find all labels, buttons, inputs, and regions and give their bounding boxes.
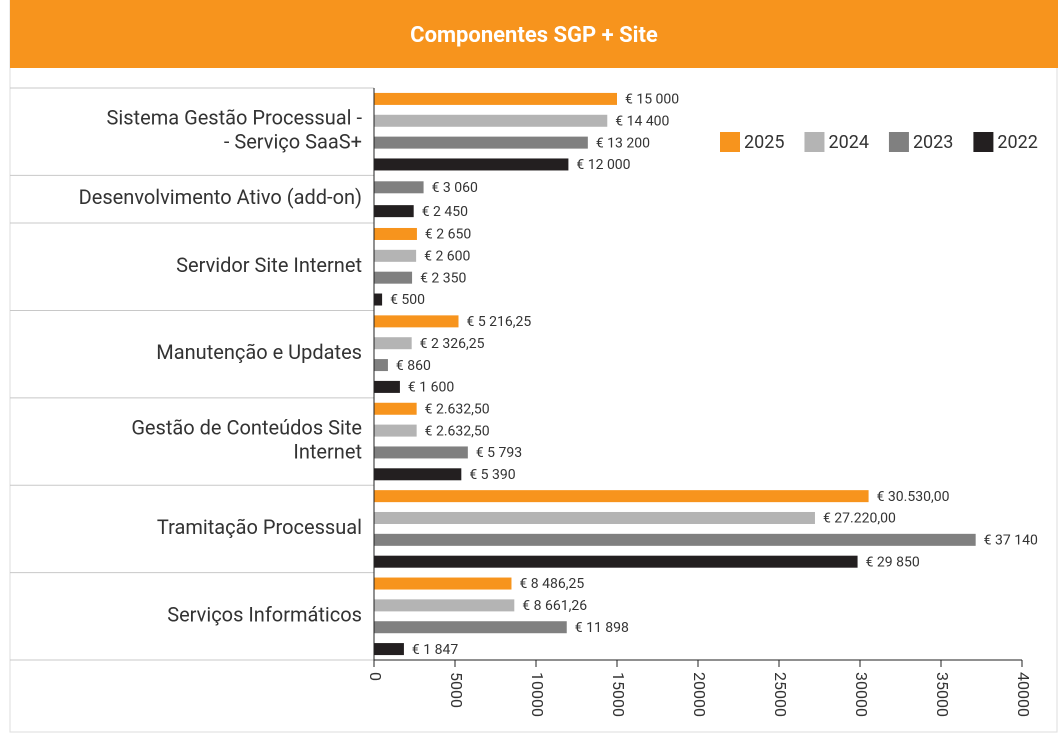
x-tick-label: 5000 [447, 672, 466, 708]
bar [374, 181, 424, 194]
x-tick-label: 20000 [690, 672, 709, 717]
bar [374, 271, 413, 284]
legend-swatch [888, 132, 909, 152]
bar [374, 337, 412, 350]
bar [374, 158, 569, 171]
value-label: € 2.632,50 [425, 423, 490, 439]
value-label: € 5 216,25 [467, 314, 532, 330]
bar [374, 249, 417, 262]
bar [374, 359, 388, 372]
legend-label: 2025 [744, 132, 784, 153]
value-label: € 2 650 [425, 227, 471, 243]
y-tick-label: Tramitação Processual [157, 515, 362, 539]
bar [374, 293, 383, 306]
value-label: € 11 898 [575, 620, 629, 636]
frame [9, 0, 1058, 733]
value-label: € 5 390 [469, 467, 515, 483]
bar [374, 446, 468, 459]
value-label: € 2.632,50 [425, 401, 490, 417]
value-label: € 3 060 [432, 180, 478, 196]
legend-label: 2022 [997, 132, 1037, 153]
y-tick-label: Manutenção e Updates [156, 340, 362, 364]
legend-swatch [720, 132, 740, 152]
bar [374, 577, 512, 590]
value-label: € 29 850 [866, 554, 920, 570]
value-label: € 15 000 [625, 92, 679, 108]
y-tick-label: Serviços Informáticos [167, 603, 362, 627]
legend-label: 2024 [828, 132, 868, 153]
value-label: € 2 350 [420, 270, 466, 286]
value-label: € 30.530,00 [877, 489, 950, 505]
x-tick-label: 15000 [609, 672, 628, 717]
bar [374, 643, 404, 656]
value-label: € 14 400 [615, 113, 669, 129]
bar [374, 114, 608, 127]
value-label: € 37 140 [984, 533, 1038, 549]
value-label: € 12 000 [576, 157, 630, 173]
x-tick-label: 30000 [852, 672, 871, 717]
value-label: € 5 793 [476, 445, 522, 461]
value-label: € 13 200 [596, 135, 650, 151]
bar [374, 227, 417, 240]
x-tick-label: 25000 [771, 672, 790, 717]
bar [374, 92, 617, 105]
bar [374, 533, 976, 546]
header [10, 0, 1058, 68]
value-label: € 1 600 [408, 380, 454, 396]
value-label: € 2 450 [422, 204, 468, 220]
y-tick-label: Sistema Gestão Processual -- Serviço Saa… [106, 106, 362, 154]
bar [374, 555, 858, 568]
bar [374, 490, 869, 503]
bar [374, 511, 815, 524]
legend-label: 2023 [913, 132, 953, 153]
chart-title: Componentes SGP + Site [410, 23, 658, 48]
bar [374, 468, 462, 481]
legend-swatch [973, 132, 994, 152]
y-tick-label: Gestão de Conteúdos Site Internet [131, 416, 362, 464]
x-tick-label: 40000 [1014, 672, 1033, 717]
bar [374, 402, 417, 415]
y-tick-label: Desenvolvimento Ativo (add-on) [79, 186, 362, 210]
value-label: € 27.220,00 [823, 511, 896, 527]
bar [374, 380, 400, 393]
legend-swatch [804, 132, 825, 152]
value-label: € 8 661,26 [522, 598, 587, 614]
bar [374, 136, 588, 149]
x-tick-label: 35000 [933, 672, 952, 717]
value-label: € 2 600 [424, 249, 470, 265]
value-label: € 860 [396, 358, 431, 374]
bar [374, 621, 567, 634]
bar [374, 599, 515, 612]
bar [374, 315, 459, 328]
value-label: € 1 847 [412, 642, 458, 658]
x-tick-label: 10000 [528, 672, 547, 717]
bar [374, 205, 414, 218]
value-label: € 500 [390, 292, 425, 308]
value-label: € 2 326,25 [420, 336, 485, 352]
x-tick-label: 0 [366, 672, 385, 681]
value-label: € 8 486,25 [519, 576, 584, 592]
bar [374, 424, 417, 437]
y-tick-label: Servidor Site Internet [176, 253, 362, 277]
